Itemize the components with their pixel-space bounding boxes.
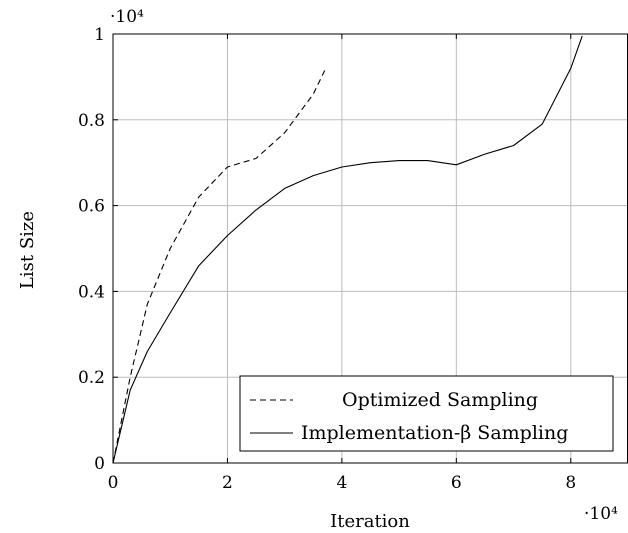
y-tick-label: 0.2: [78, 368, 105, 388]
ticks: 0 2 4 6 8 0 0.2 0.4 0.6 0.8 1: [78, 25, 576, 493]
legend-label-optimized: Optimized Sampling: [342, 389, 538, 411]
y-tick-label: 0: [94, 454, 105, 474]
x-tick-label: 8: [565, 473, 576, 493]
x-axis-multiplier: ·10⁴: [584, 504, 618, 524]
y-tick-label: 1: [94, 25, 105, 45]
legend-label-implementation-beta: Implementation-β Sampling: [301, 422, 568, 444]
x-tick-label: 2: [222, 473, 233, 493]
y-tick-label: 0.4: [78, 282, 105, 302]
series-layer: [112, 35, 583, 464]
y-tick-label: 0.6: [78, 197, 105, 217]
y-tick-label: 0.8: [78, 111, 105, 131]
x-tick-label: 4: [336, 473, 347, 493]
y-axis-multiplier: ·10⁴: [110, 7, 144, 27]
x-tick-label: 6: [451, 473, 462, 493]
legend-box: [239, 375, 614, 452]
legend: Optimized Sampling Implementation-β Samp…: [239, 375, 614, 452]
x-tick-label: 0: [108, 473, 119, 493]
series-line-optimized: [112, 70, 326, 464]
x-axis-label: Iteration: [330, 511, 410, 532]
series-line-implementation-beta: [112, 35, 583, 464]
y-axis-label: List Size: [17, 211, 38, 289]
